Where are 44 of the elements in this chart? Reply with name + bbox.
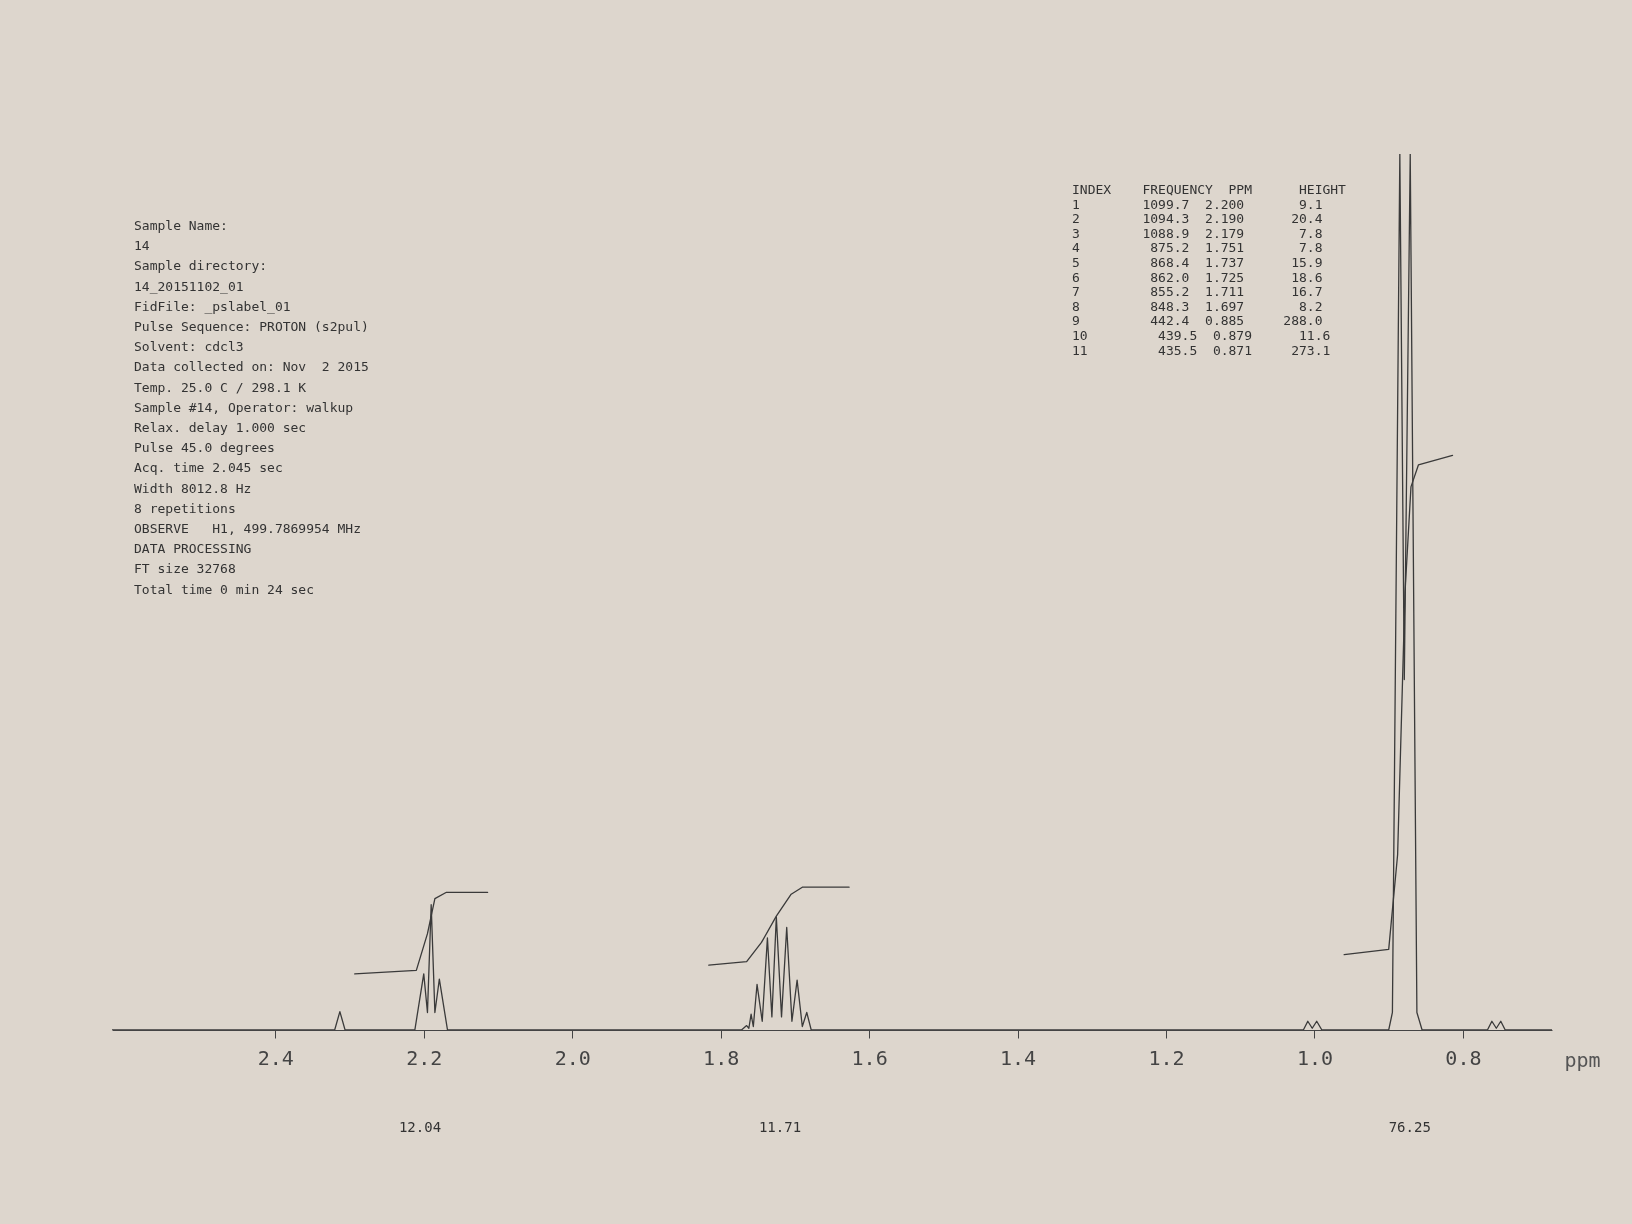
annotation: 14_20151102_01 <box>134 278 244 294</box>
text: 11.71 <box>758 1119 802 1135</box>
x-axis-title: ppm <box>1564 1047 1601 1072</box>
annotation: 5 868.4 1.737 15.9 <box>1072 255 1323 270</box>
annotation: Sample directory: <box>134 258 268 274</box>
annotation: Sample #14, Operator: walkup <box>134 399 354 415</box>
x-tick-label: 0.8 <box>1445 1045 1482 1070</box>
x-tick-label: 2.2 <box>406 1045 443 1070</box>
x-tick-label: 2.0 <box>554 1045 591 1070</box>
annotation: 2 1094.3 2.190 20.4 <box>1072 211 1323 227</box>
annotation: 10 439.5 0.879 11.6 <box>1072 328 1331 343</box>
annotation: 1 1099.7 2.200 9.1 <box>1072 196 1323 212</box>
x-tick-label: 1.2 <box>1148 1045 1185 1070</box>
annotation: 3 1088.9 2.179 7.8 <box>1072 225 1323 241</box>
annotation: Pulse 45.0 degrees <box>134 440 275 456</box>
annotation: 14 <box>134 238 150 254</box>
annotation: Pulse Sequence: PROTON (s2pul) <box>134 319 369 334</box>
annotation: DATA PROCESSING <box>134 541 252 557</box>
annotation: Data collected on: Nov 2 2015 <box>134 359 369 375</box>
annotation: 7 855.2 1.711 16.7 <box>1072 284 1323 300</box>
annotation: 6 862.0 1.725 18.6 <box>1072 269 1323 285</box>
x-tick-label: 1.8 <box>703 1045 740 1070</box>
annotation: OBSERVE H1, 499.7869954 MHz <box>134 521 361 536</box>
annotation: Total time 0 min 24 sec <box>134 581 315 597</box>
text: 12.04 <box>398 1119 442 1135</box>
annotation: Acq. time 2.045 sec <box>134 460 283 476</box>
annotation: 9 442.4 0.885 288.0 <box>1072 313 1323 329</box>
annotation: Solvent: cdcl3 <box>134 339 244 355</box>
annotation: Relax. delay 1.000 sec <box>134 420 307 435</box>
annotation: 4 875.2 1.751 7.8 <box>1072 240 1323 256</box>
x-tick-label: 1.4 <box>1000 1045 1037 1070</box>
x-tick-label: 1.6 <box>851 1045 888 1070</box>
annotation: FidFile: _pslabel_01 <box>134 298 291 314</box>
x-tick-label: 1.0 <box>1296 1045 1334 1070</box>
annotation: INDEX FREQUENCY PPM HEIGHT <box>1072 182 1347 197</box>
annotation: Sample Name: <box>134 218 228 233</box>
x-tick-label: 2.4 <box>257 1045 294 1070</box>
text: 76.25 <box>1388 1119 1431 1135</box>
annotation: 11 435.5 0.871 273.1 <box>1072 342 1331 358</box>
annotation: 8 repetitions <box>134 500 236 516</box>
annotation: FT size 32768 <box>134 561 236 577</box>
annotation: Width 8012.8 Hz <box>134 480 252 496</box>
annotation: 8 848.3 1.697 8.2 <box>1072 298 1323 314</box>
annotation: Temp. 25.0 C / 298.1 K <box>134 379 307 395</box>
